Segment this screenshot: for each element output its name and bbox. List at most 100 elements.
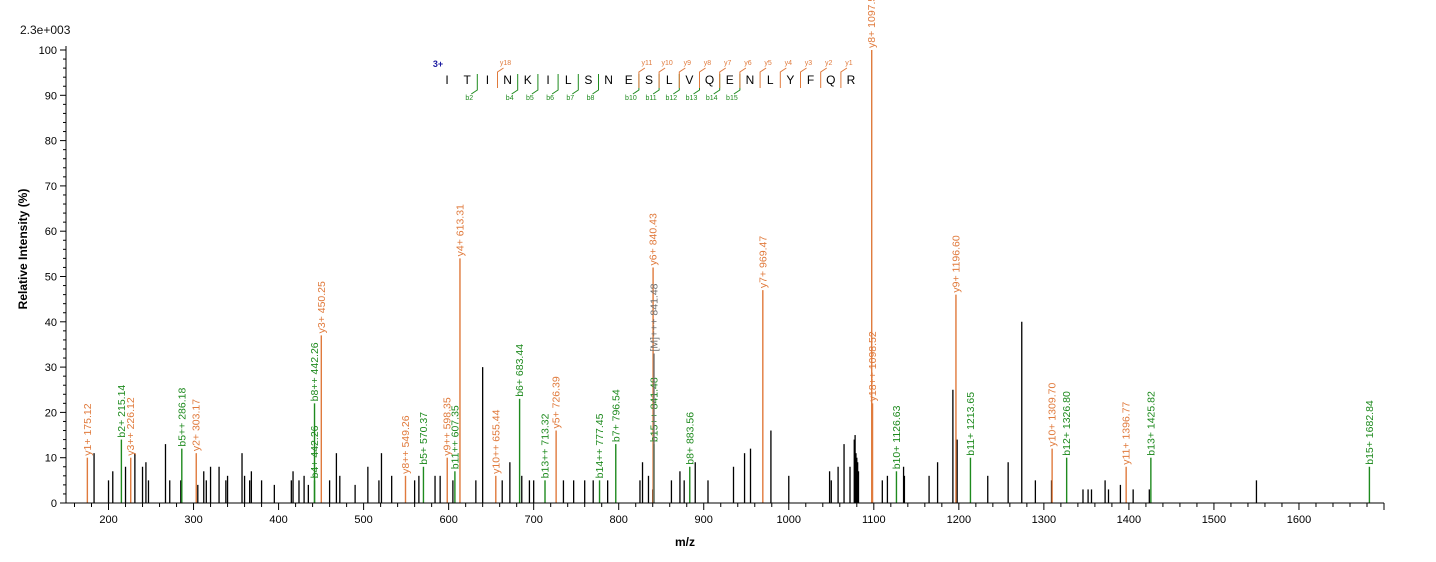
- peak-label: y9++ 598.35: [442, 397, 454, 456]
- x-tick-label: 1400: [1117, 514, 1141, 526]
- y-tick-label: 90: [45, 90, 57, 102]
- y-fragment-label: y1: [845, 60, 853, 67]
- peak-label: b11++ 607.35: [449, 405, 461, 469]
- y-fragment-marker: [678, 67, 686, 88]
- x-axis-label: m/z: [675, 535, 695, 549]
- y-fragment-label: y11: [642, 60, 653, 67]
- y-fragment-marker: [759, 67, 767, 88]
- peak-label: b5++ 286.18: [176, 388, 188, 447]
- axes: 0 10 20 30 40 50 60 70 80 90 100 200 300 400 500 600 700…: [39, 45, 1385, 526]
- x-tick-label: 200: [99, 514, 117, 526]
- y-tick-label: 30: [45, 362, 57, 374]
- peak-label: b8+ 883.56: [684, 412, 696, 465]
- peak-label: y2+ 303.17: [191, 399, 203, 451]
- peak-label: b5+ 570.37: [418, 412, 430, 465]
- b-fragment-label: b12: [665, 95, 677, 102]
- x-tick-label: 900: [695, 514, 713, 526]
- peak-label: y10+ 1309.70: [1047, 383, 1059, 447]
- b-fragment-label: b10: [625, 95, 637, 102]
- sequence-residue: Y: [786, 73, 794, 87]
- y-tick-label: 40: [45, 317, 57, 329]
- sequence-residue: L: [565, 73, 572, 87]
- peak-label: y7+ 969.47: [757, 236, 769, 288]
- b-fragment-label: b4: [506, 95, 514, 102]
- y-fragment-marker: [800, 67, 807, 88]
- y-tick-label: 0: [51, 498, 57, 510]
- b-fragment-label: b13: [686, 95, 698, 102]
- x-tick-label: 1100: [862, 514, 886, 526]
- sequence-residue: I: [486, 73, 489, 87]
- b-fragment-marker: [673, 74, 680, 95]
- sequence-residue: I: [445, 73, 448, 87]
- y-fragment-label: y9: [684, 60, 692, 67]
- b-fragment-marker: [531, 74, 539, 95]
- sequence-residue: E: [726, 73, 734, 87]
- peak-label: b2+ 215.14: [116, 385, 128, 438]
- peak-label: b11+ 1213.65: [965, 392, 977, 456]
- b-fragment-label: b11: [646, 95, 657, 102]
- sequence-residue: S: [584, 73, 592, 87]
- y-tick-label: 10: [45, 453, 57, 465]
- peak-label: y8++ 549.26: [400, 415, 412, 474]
- sequence-residue: N: [604, 73, 613, 87]
- sequence-residue: S: [645, 73, 653, 87]
- sequence-residue: F: [807, 73, 814, 87]
- x-tick-label: 1300: [1032, 514, 1056, 526]
- y-fragment-marker: [820, 67, 827, 88]
- peak-label: y6+ 840.43: [648, 213, 660, 265]
- sequence-residue: E: [625, 73, 633, 87]
- peak-label: y5+ 726.39: [551, 376, 563, 428]
- b-fragment-marker: [471, 74, 478, 95]
- peak-label: b14++ 777.45: [594, 413, 606, 478]
- y-tick-label: 50: [45, 272, 57, 284]
- peak-label: y8+ 1097.54: [866, 0, 878, 48]
- sequence-residue: N: [746, 73, 755, 87]
- x-tick-label: 1500: [1202, 514, 1226, 526]
- charge-state-label: 3+: [433, 59, 443, 69]
- y-tick-label: 20: [45, 407, 57, 419]
- y-fragment-label: y2: [825, 60, 833, 67]
- y-fragment-label: y4: [785, 60, 793, 67]
- b-fragment-marker: [632, 74, 640, 95]
- unassigned-peaks: [93, 321, 1258, 503]
- y-fragment-marker: [840, 67, 848, 88]
- peak-label: [M]+++ 841.48: [648, 283, 660, 351]
- y-tick-label: 70: [45, 181, 57, 193]
- sequence-residue: L: [666, 73, 673, 87]
- b-fragment-marker: [551, 74, 559, 95]
- b-fragment-marker: [713, 74, 721, 95]
- y-fragment-marker: [638, 67, 646, 88]
- sequence-residue: Q: [705, 73, 714, 87]
- x-tick-label: 1000: [777, 514, 801, 526]
- y-fragment-label: y7: [724, 60, 732, 67]
- y-fragment-marker: [658, 67, 666, 88]
- x-tick-label: 400: [269, 514, 287, 526]
- peak-label: y9+ 1196.60: [950, 235, 962, 292]
- y-fragment-marker: [699, 67, 706, 88]
- sequence-residue: K: [524, 73, 532, 87]
- x-tick-label: 1600: [1287, 514, 1311, 526]
- x-tick-label: 600: [439, 514, 457, 526]
- y-tick-label: 60: [45, 226, 57, 238]
- peak-label: y1+ 175.12: [82, 403, 94, 455]
- b-fragment-marker: [592, 74, 599, 95]
- y-fragment-marker: [719, 67, 726, 88]
- y-fragment-marker: [497, 67, 504, 88]
- y-fragment-label: y6: [744, 60, 752, 67]
- y-fragment-label: y8: [704, 60, 712, 67]
- b-fragment-marker: [572, 74, 579, 95]
- y-fragment-label: y3: [805, 60, 813, 67]
- y-fragment-marker: [779, 67, 787, 88]
- x-tick-label: 700: [524, 514, 542, 526]
- peak-label: y18++ 1098.52: [867, 331, 879, 401]
- x-tick-label: 500: [354, 514, 372, 526]
- peak-label: y3+ 450.25: [316, 281, 328, 333]
- sequence-residue: N: [503, 73, 512, 87]
- peak-label: b15+ 1682.84: [1364, 400, 1376, 465]
- y-tick-label: 80: [45, 136, 57, 148]
- y-fragment-marker: [739, 67, 747, 88]
- b-fragment-label: b8: [587, 95, 595, 102]
- y-axis-label: Relative Intensity (%): [16, 189, 30, 310]
